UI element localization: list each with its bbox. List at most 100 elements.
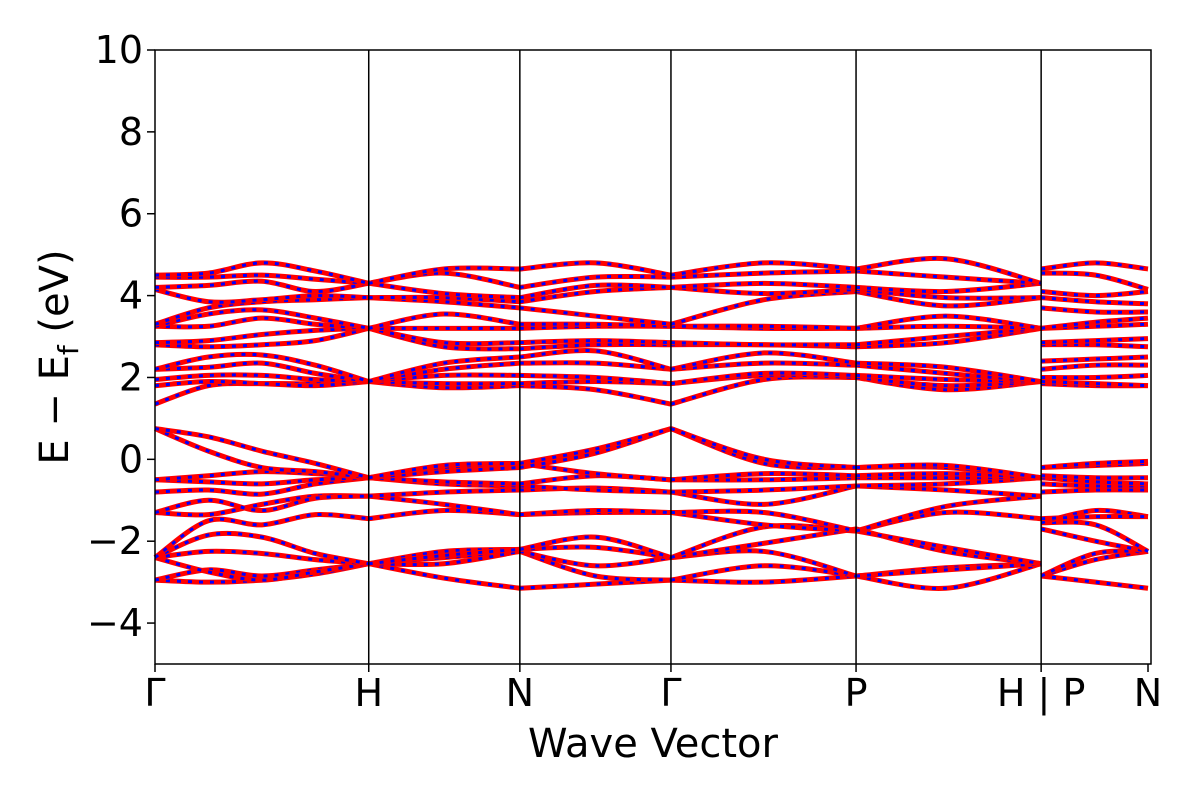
band-26-segment-4-spin-down (855, 256, 1042, 285)
band-26-segment-5-spin-down (1040, 261, 1149, 271)
x-tick-label: Γ (144, 671, 165, 715)
band-24-segment-3-spin-up (670, 280, 857, 290)
band-3-segment-5-spin-down (1040, 527, 1149, 553)
band-18-segment-0-spin-down (154, 326, 370, 349)
band-25-segment-2-spin-down (519, 274, 671, 289)
band-25-segment-4-spin-down (855, 269, 1042, 285)
x-axis-ticks: Γ H N Γ P H | P N (144, 664, 1162, 716)
band-12-segment-0-spin-down (154, 427, 370, 480)
band-22-segment-5-spin-down (1041, 306, 1149, 314)
band-9-segment-1-spin-down (368, 476, 520, 486)
band-21-segment-0-spin-up (154, 307, 370, 331)
band-17-segment-3-spin-down (670, 351, 857, 371)
plot-frame (154, 49, 1152, 665)
band-4-segment-4-spin-up (855, 528, 1042, 567)
band-17-segment-5-spin-down (1041, 355, 1149, 363)
y-axis-title: E − Ef (eV) (32, 249, 85, 464)
band-15-segment-1-spin-down (368, 373, 520, 384)
band-25-segment-5-spin-up (1041, 270, 1149, 292)
band-6-segment-3-spin-down (670, 509, 857, 533)
band-22-segment-1-spin-down (368, 296, 520, 310)
band-6-segment-1-spin-down (368, 494, 521, 517)
band-17-segment-2-spin-down (519, 348, 672, 371)
band-0-segment-1-spin-down (368, 562, 521, 590)
y-tick-label: 8 (119, 110, 143, 154)
band-23-segment-4-spin-down (855, 287, 1042, 300)
y-axis-title-subscript: f (52, 344, 85, 355)
y-tick-label: 6 (119, 192, 143, 236)
band-23-segment-1-spin-down (368, 295, 520, 304)
band-5-segment-4-spin-down (855, 510, 1042, 533)
band-4-segment-3-spin-down (670, 524, 857, 559)
y-tick-label: 10 (95, 28, 143, 72)
y-tick-label: −2 (87, 519, 143, 563)
band-20-segment-0-spin-down (154, 316, 369, 330)
band-1-segment-2-spin-down (519, 550, 672, 582)
band-13-segment-4-spin-down (855, 375, 1042, 392)
band-7-segment-5-spin-down (1041, 488, 1149, 494)
band-2-segment-3-spin-down (670, 549, 857, 578)
band-16-segment-2-spin-down (519, 361, 672, 371)
band-25-segment-3-spin-up (670, 268, 857, 280)
band-13-segment-2-spin-up (519, 383, 672, 407)
band-25-segment-1-spin-down (368, 271, 521, 289)
x-tick-label: H | P (997, 671, 1085, 716)
band-15-segment-0-spin-down (154, 373, 369, 384)
band-22-segment-3-spin-up (670, 289, 857, 327)
band-25-segment-0-spin-down (154, 273, 369, 285)
band-17-segment-4-spin-down (855, 361, 1042, 384)
y-tick-label: 4 (119, 274, 143, 318)
band-11-segment-3-spin-up (670, 426, 857, 471)
band-24-segment-0-spin-down (154, 279, 369, 294)
band-18-segment-1-spin-down (368, 326, 520, 351)
band-2-segment-2-spin-down (519, 549, 672, 568)
band-12-segment-2-spin-up (519, 426, 672, 466)
band-13-segment-1-spin-down (368, 380, 520, 390)
band-21-segment-1-spin-down (368, 312, 521, 330)
band-8-segment-4-spin-down (856, 476, 1042, 488)
band-20-segment-4-spin-down (856, 324, 1042, 330)
band-16-segment-0-spin-down (154, 361, 369, 384)
band-21-segment-5-spin-down (1040, 316, 1149, 330)
y-axis-ticks: −4 −2 0 2 4 6 8 10 (87, 28, 155, 645)
band-15-segment-3-spin-up (670, 370, 857, 387)
band-7-segment-4-spin-down (855, 484, 1042, 498)
x-tick-label: N (1134, 671, 1162, 715)
band-22-segment-2-spin-down (519, 306, 672, 326)
y-tick-label: −4 (87, 601, 143, 645)
band-19-segment-5-spin-down (1041, 337, 1149, 345)
band-6-segment-2-spin-down (519, 508, 671, 517)
band-14-segment-1-spin-down (368, 380, 520, 386)
band-23-segment-5-spin-down (1041, 296, 1149, 306)
band-17-segment-1-spin-down (368, 355, 520, 384)
band-26-segment-1-spin-down (368, 266, 520, 285)
band-25-segment-5-spin-down (1041, 271, 1149, 291)
band-4-segment-5-spin-down (1041, 520, 1149, 553)
band-4-segment-2-spin-up (519, 534, 672, 560)
band-11-segment-1-spin-down (368, 466, 520, 480)
band-14-segment-0-spin-down (154, 380, 369, 388)
band-15-segment-5-spin-down (1041, 373, 1149, 380)
band-12-segment-4-spin-down (856, 463, 1042, 480)
band-0-segment-5-spin-down (1040, 574, 1149, 590)
band-23-segment-3-spin-up (670, 284, 857, 297)
band-3-segment-0-spin-down (154, 549, 369, 566)
band-21-segment-3-spin-up (670, 323, 857, 331)
band-15-segment-4-spin-down (855, 373, 1042, 384)
band-2-segment-0-spin-up (154, 555, 370, 583)
y-axis-title-unit: (eV) (32, 249, 78, 345)
band-7-segment-1-spin-down (368, 488, 520, 498)
band-18-segment-2-spin-down (519, 342, 671, 351)
x-tick-label: H (354, 671, 383, 715)
band-19-segment-3-spin-up (670, 340, 857, 348)
band-19-segment-4-spin-down (855, 326, 1042, 347)
band-6-segment-4-spin-down (855, 494, 1042, 533)
x-tick-label: P (845, 671, 868, 715)
band-10-segment-5-spin-down (1041, 474, 1149, 480)
band-5-segment-0-spin-down (154, 512, 369, 559)
band-8-segment-0-spin-down (154, 476, 369, 496)
band-7-segment-3-spin-down (670, 484, 857, 506)
y-tick-label: 2 (119, 355, 143, 399)
band-12-segment-1-spin-down (368, 461, 520, 480)
x-tick-label: N (506, 671, 534, 715)
